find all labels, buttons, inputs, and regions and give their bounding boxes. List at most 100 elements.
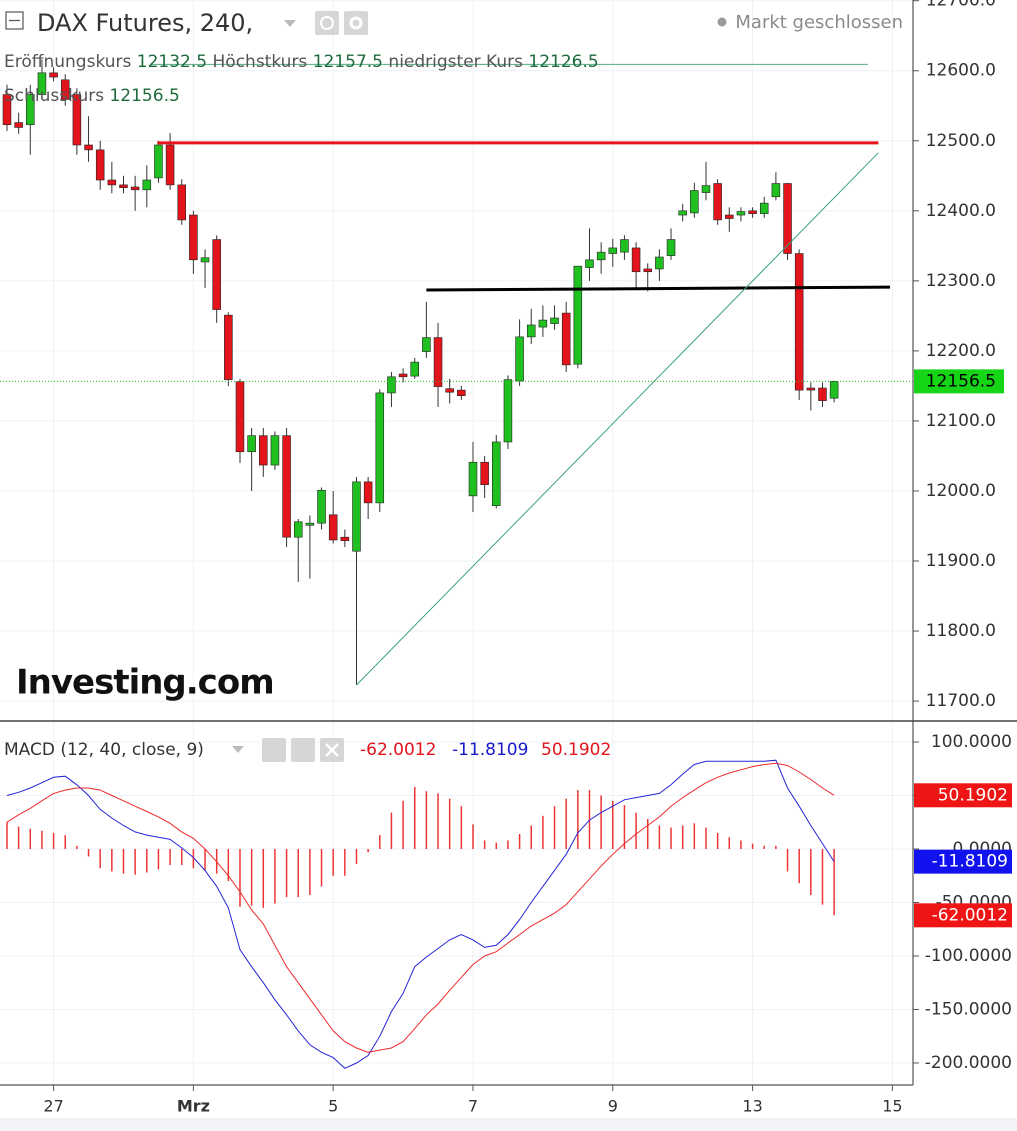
y-tick-label: 12300.0 bbox=[926, 271, 996, 291]
macd-value: 50.1902 bbox=[541, 740, 611, 760]
ohlc-label: Schlusskurs bbox=[4, 86, 104, 106]
candle-body bbox=[690, 190, 699, 214]
settings-icon[interactable] bbox=[291, 738, 315, 762]
dropdown-icon[interactable] bbox=[284, 20, 296, 27]
candle-body bbox=[725, 214, 734, 219]
visibility-icon[interactable] bbox=[315, 11, 339, 35]
candle-body bbox=[666, 239, 676, 256]
y-tick-label: 12600.0 bbox=[926, 61, 996, 81]
candle-body bbox=[189, 214, 198, 261]
collapse-icon[interactable] bbox=[5, 11, 24, 30]
y-tick-label: -150.0000 bbox=[925, 999, 1012, 1019]
candle-body bbox=[235, 381, 245, 453]
candle-body bbox=[771, 183, 781, 198]
candle-body bbox=[107, 179, 117, 186]
x-tick-label: 27 bbox=[43, 1097, 63, 1116]
candle-body bbox=[130, 186, 140, 191]
candle-body bbox=[2, 94, 12, 125]
chart-title: DAX Futures, 240, bbox=[37, 9, 253, 37]
status-dot bbox=[717, 17, 727, 27]
x-tick-label: Mrz bbox=[177, 1097, 210, 1116]
indicator-line bbox=[6, 762, 835, 1053]
candle-body bbox=[387, 376, 396, 394]
settings-icon[interactable] bbox=[344, 11, 368, 35]
candle-body bbox=[736, 211, 746, 216]
ohlc-value: 12156.5 bbox=[109, 86, 179, 106]
candle-body bbox=[363, 481, 373, 504]
candle-body bbox=[317, 489, 326, 524]
candle-body bbox=[375, 392, 385, 504]
candle-body bbox=[410, 361, 419, 377]
candle-body bbox=[259, 435, 268, 466]
candle-body bbox=[620, 239, 629, 253]
candle-body bbox=[573, 265, 583, 365]
candle-body bbox=[538, 319, 548, 328]
ohlc-value: 12157.5 bbox=[313, 52, 383, 72]
ohlc-value: 12126.5 bbox=[528, 52, 598, 72]
market-status: Markt geschlossen bbox=[735, 12, 903, 33]
close-icon-x bbox=[325, 743, 339, 757]
candle-body bbox=[422, 337, 431, 352]
candle-body bbox=[26, 94, 35, 125]
candle-body bbox=[701, 185, 711, 193]
candle-body bbox=[142, 179, 152, 191]
candle-body bbox=[293, 521, 303, 538]
x-tick-label: 7 bbox=[468, 1097, 478, 1116]
macd-value: -11.8109 bbox=[452, 740, 528, 760]
y-tick-label: 12000.0 bbox=[926, 481, 996, 501]
candle-body bbox=[340, 536, 350, 542]
value-badge bbox=[914, 903, 1012, 928]
candle-body bbox=[200, 257, 210, 263]
candle-body bbox=[445, 388, 454, 393]
visibility-icon[interactable] bbox=[262, 738, 286, 762]
candle-body bbox=[585, 259, 594, 268]
x-tick-label: 5 bbox=[328, 1097, 338, 1116]
candle-body bbox=[480, 461, 489, 485]
candle-body bbox=[806, 387, 816, 391]
drawing-line bbox=[426, 285, 891, 292]
marks-layer bbox=[0, 59, 913, 1069]
ohlc-value: 12132.5 bbox=[137, 52, 207, 72]
candle-body bbox=[457, 389, 466, 397]
candle-body bbox=[794, 253, 804, 391]
candle-body bbox=[247, 435, 256, 453]
value-badge-label: -62.0012 bbox=[932, 905, 1008, 925]
candle-body bbox=[352, 481, 361, 552]
y-tick-label: -100.0000 bbox=[925, 946, 1012, 966]
y-tick-label: 12700.0 bbox=[926, 0, 996, 11]
ohlc-label: niedrigster Kurs bbox=[388, 52, 523, 72]
dropdown-icon[interactable] bbox=[232, 746, 244, 753]
y-tick-label: -200.0000 bbox=[925, 1053, 1012, 1073]
candle-body bbox=[678, 210, 687, 216]
indicator-line bbox=[6, 759, 835, 1069]
logo: Investing.com bbox=[16, 663, 274, 703]
last-price-badge bbox=[914, 369, 1004, 394]
candle-body bbox=[515, 336, 524, 382]
candle-body bbox=[655, 256, 664, 270]
settings-icon-gear bbox=[349, 16, 363, 30]
candle-body bbox=[643, 268, 652, 273]
candle-body bbox=[608, 247, 618, 254]
x-tick-label: 9 bbox=[608, 1097, 618, 1116]
candle-body bbox=[282, 435, 291, 538]
candle-body bbox=[561, 312, 571, 366]
candle-body bbox=[550, 317, 559, 324]
candle-body bbox=[49, 72, 58, 78]
value-badge-label: -11.8109 bbox=[932, 852, 1008, 872]
y-tick-label: 12400.0 bbox=[926, 201, 996, 221]
ohlc-row: Schlusskurs 12156.5 bbox=[4, 86, 180, 106]
candle-body bbox=[177, 184, 186, 221]
candle-body bbox=[154, 144, 163, 179]
candle-body bbox=[212, 239, 221, 310]
drawing-line bbox=[356, 152, 879, 686]
candle-body bbox=[759, 202, 769, 214]
y-tick-label: 12200.0 bbox=[926, 341, 996, 361]
candle-body bbox=[60, 79, 70, 100]
value-badge-label: 50.1902 bbox=[938, 785, 1008, 805]
candle-body bbox=[631, 247, 641, 273]
candle-body bbox=[14, 122, 23, 128]
candle-body bbox=[95, 149, 105, 181]
candle-body bbox=[398, 373, 408, 378]
